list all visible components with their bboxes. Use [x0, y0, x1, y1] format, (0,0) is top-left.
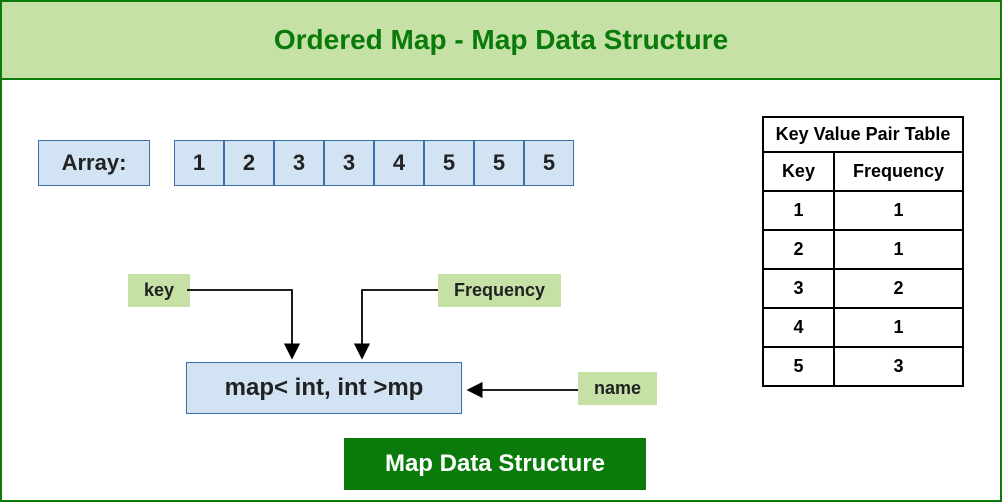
- header-bar: Ordered Map - Map Data Structure: [2, 2, 1000, 80]
- footer-label: Map Data Structure: [344, 438, 646, 490]
- kv-header-row: Key Frequency: [763, 152, 963, 191]
- table-cell: 3: [834, 347, 963, 386]
- map-declaration-box: map< int, int >mp: [186, 362, 462, 414]
- table-row: 11: [763, 191, 963, 230]
- array-cell: 3: [324, 140, 374, 186]
- tag-frequency-text: Frequency: [454, 280, 545, 301]
- array-cell: 5: [424, 140, 474, 186]
- array-label: Array:: [38, 140, 150, 186]
- table-cell: 2: [763, 230, 834, 269]
- kv-pair-table: Key Value Pair Table Key Frequency 11213…: [762, 116, 964, 387]
- kv-col-frequency: Frequency: [834, 152, 963, 191]
- diagram-frame: Ordered Map - Map Data Structure Array: …: [0, 0, 1002, 502]
- table-cell: 2: [834, 269, 963, 308]
- array-cell: 2: [224, 140, 274, 186]
- tag-key-text: key: [144, 280, 174, 301]
- tag-name-text: name: [594, 378, 641, 399]
- table-cell: 5: [763, 347, 834, 386]
- table-row: 32: [763, 269, 963, 308]
- table-row: 41: [763, 308, 963, 347]
- table-cell: 3: [763, 269, 834, 308]
- tag-frequency: Frequency: [438, 274, 561, 307]
- table-cell: 1: [834, 308, 963, 347]
- array-cells: 12334555: [174, 140, 574, 186]
- table-row: 21: [763, 230, 963, 269]
- table-cell: 1: [834, 191, 963, 230]
- array-cell: 1: [174, 140, 224, 186]
- content-area: Array: 12334555 key Frequency name map< …: [2, 80, 1000, 500]
- kv-table-title: Key Value Pair Table: [763, 117, 963, 152]
- array-cell: 5: [524, 140, 574, 186]
- array-cell: 5: [474, 140, 524, 186]
- tag-name: name: [578, 372, 657, 405]
- table-row: 53: [763, 347, 963, 386]
- tag-key: key: [128, 274, 190, 307]
- array-label-text: Array:: [62, 150, 127, 176]
- array-cell: 3: [274, 140, 324, 186]
- table-cell: 4: [763, 308, 834, 347]
- table-cell: 1: [763, 191, 834, 230]
- map-declaration-text: map< int, int >mp: [225, 374, 424, 402]
- array-cell: 4: [374, 140, 424, 186]
- kv-title-row: Key Value Pair Table: [763, 117, 963, 152]
- kv-col-key: Key: [763, 152, 834, 191]
- table-cell: 1: [834, 230, 963, 269]
- footer-label-text: Map Data Structure: [385, 450, 605, 478]
- page-title: Ordered Map - Map Data Structure: [274, 24, 728, 56]
